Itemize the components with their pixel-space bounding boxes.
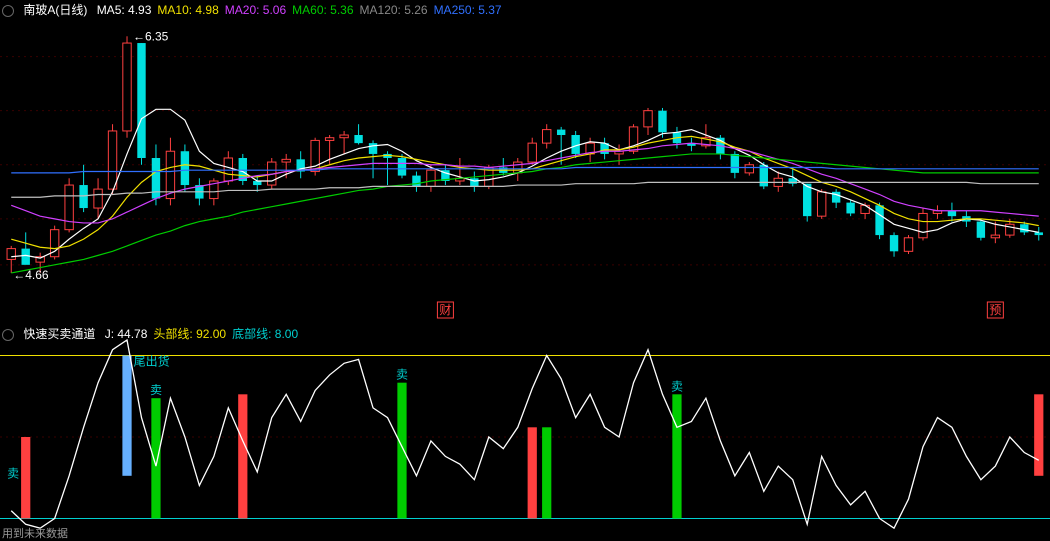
signal-bar	[397, 383, 406, 519]
candle-body	[412, 176, 420, 187]
ma-line	[11, 136, 1039, 248]
ma-label: MA250: 5.37	[434, 3, 502, 17]
candle-body	[123, 43, 131, 131]
signal-label: 卖	[671, 379, 683, 393]
candle-body	[528, 143, 536, 162]
candle-body	[543, 130, 551, 144]
candle-body	[977, 222, 985, 238]
signal-bar	[21, 437, 30, 518]
candle-body	[108, 131, 116, 189]
candle-body	[22, 249, 30, 265]
svg-text:预: 预	[989, 303, 1001, 317]
indicator-chart: 卖尾出货卖卖卖	[0, 324, 1050, 541]
candle-body	[94, 189, 102, 208]
candle-body	[79, 185, 87, 208]
candle-body	[470, 178, 478, 186]
candle-body	[948, 211, 956, 216]
candle-body	[354, 135, 362, 143]
candle-body	[253, 181, 261, 185]
annotation-box: 财	[437, 302, 453, 318]
candle-body	[991, 235, 999, 238]
future-data-note: 用到未来数据	[2, 525, 68, 541]
signal-bar	[528, 427, 537, 518]
candle-body	[65, 185, 73, 230]
candle-body	[803, 184, 811, 216]
candle-body	[557, 130, 565, 135]
signal-bar	[542, 427, 551, 518]
indicator-label: 底部线: 8.00	[232, 327, 298, 341]
indicator-label: J: 44.78	[105, 327, 148, 341]
signal-bar	[238, 394, 247, 518]
collapse-icon[interactable]	[2, 5, 14, 17]
candle-body	[731, 154, 739, 173]
high-marker: ←6.35	[133, 29, 169, 43]
indicator-panel: 快速买卖通道 J: 44.78头部线: 92.00底部线: 8.00 卖尾出货卖…	[0, 324, 1050, 541]
candle-body	[181, 151, 189, 185]
candle-body	[644, 111, 652, 127]
candle-body	[398, 158, 406, 176]
signal-label: 尾出货	[134, 354, 170, 369]
stock-title: 南玻A(日线)	[23, 3, 87, 17]
candle-body	[137, 43, 145, 158]
signal-bar	[1034, 394, 1043, 475]
svg-text:财: 财	[439, 303, 451, 317]
signal-label: 卖	[396, 368, 408, 382]
signal-bar	[151, 398, 160, 518]
candle-body	[369, 143, 377, 154]
candlestick-panel: 南玻A(日线) MA5: 4.93 MA10: 4.98 MA20: 5.06 MA6…	[0, 0, 1050, 324]
indicator-title: 快速买卖通道	[23, 327, 95, 341]
candle-body	[427, 170, 435, 186]
ma-line	[11, 143, 1039, 223]
annotation-box: 预	[987, 302, 1003, 318]
candle-body	[224, 158, 232, 181]
candle-body	[282, 159, 290, 162]
signal-label: 卖	[150, 383, 162, 397]
candle-body	[1020, 224, 1028, 232]
candle-body	[1035, 232, 1043, 235]
collapse-icon[interactable]	[2, 329, 14, 341]
candle-body	[745, 165, 753, 173]
candle-body	[817, 192, 825, 216]
candle-body	[340, 135, 348, 138]
signal-bar	[122, 356, 131, 476]
low-marker: ←4.66	[13, 268, 49, 282]
candle-body	[919, 213, 927, 237]
candle-body	[875, 205, 883, 235]
bot-header: 快速买卖通道 J: 44.78 头部线: 92.00 底部线: 8.00	[2, 325, 310, 342]
ma-label: MA120: 5.26	[360, 3, 428, 17]
ma-label: MA60: 5.36	[292, 3, 353, 17]
candle-body	[325, 138, 333, 141]
ma-line	[11, 109, 1039, 258]
candle-body	[846, 203, 854, 214]
candle-body	[7, 249, 15, 260]
top-header: 南玻A(日线) MA5: 4.93 MA10: 4.98 MA20: 5.06 MA6…	[2, 1, 514, 18]
ma-label: MA10: 4.98	[157, 3, 218, 17]
ma-label: MA20: 5.06	[225, 3, 286, 17]
candlestick-chart: ←6.35 ←4.66 财 预	[0, 0, 1050, 324]
signal-bar	[672, 394, 681, 518]
signal-label: 卖	[7, 467, 19, 481]
indicator-label: 头部线: 92.00	[153, 327, 226, 341]
candle-body	[658, 111, 666, 133]
candle-body	[890, 235, 898, 251]
candle-body	[904, 238, 912, 252]
ma-label: MA5: 4.93	[97, 3, 152, 17]
